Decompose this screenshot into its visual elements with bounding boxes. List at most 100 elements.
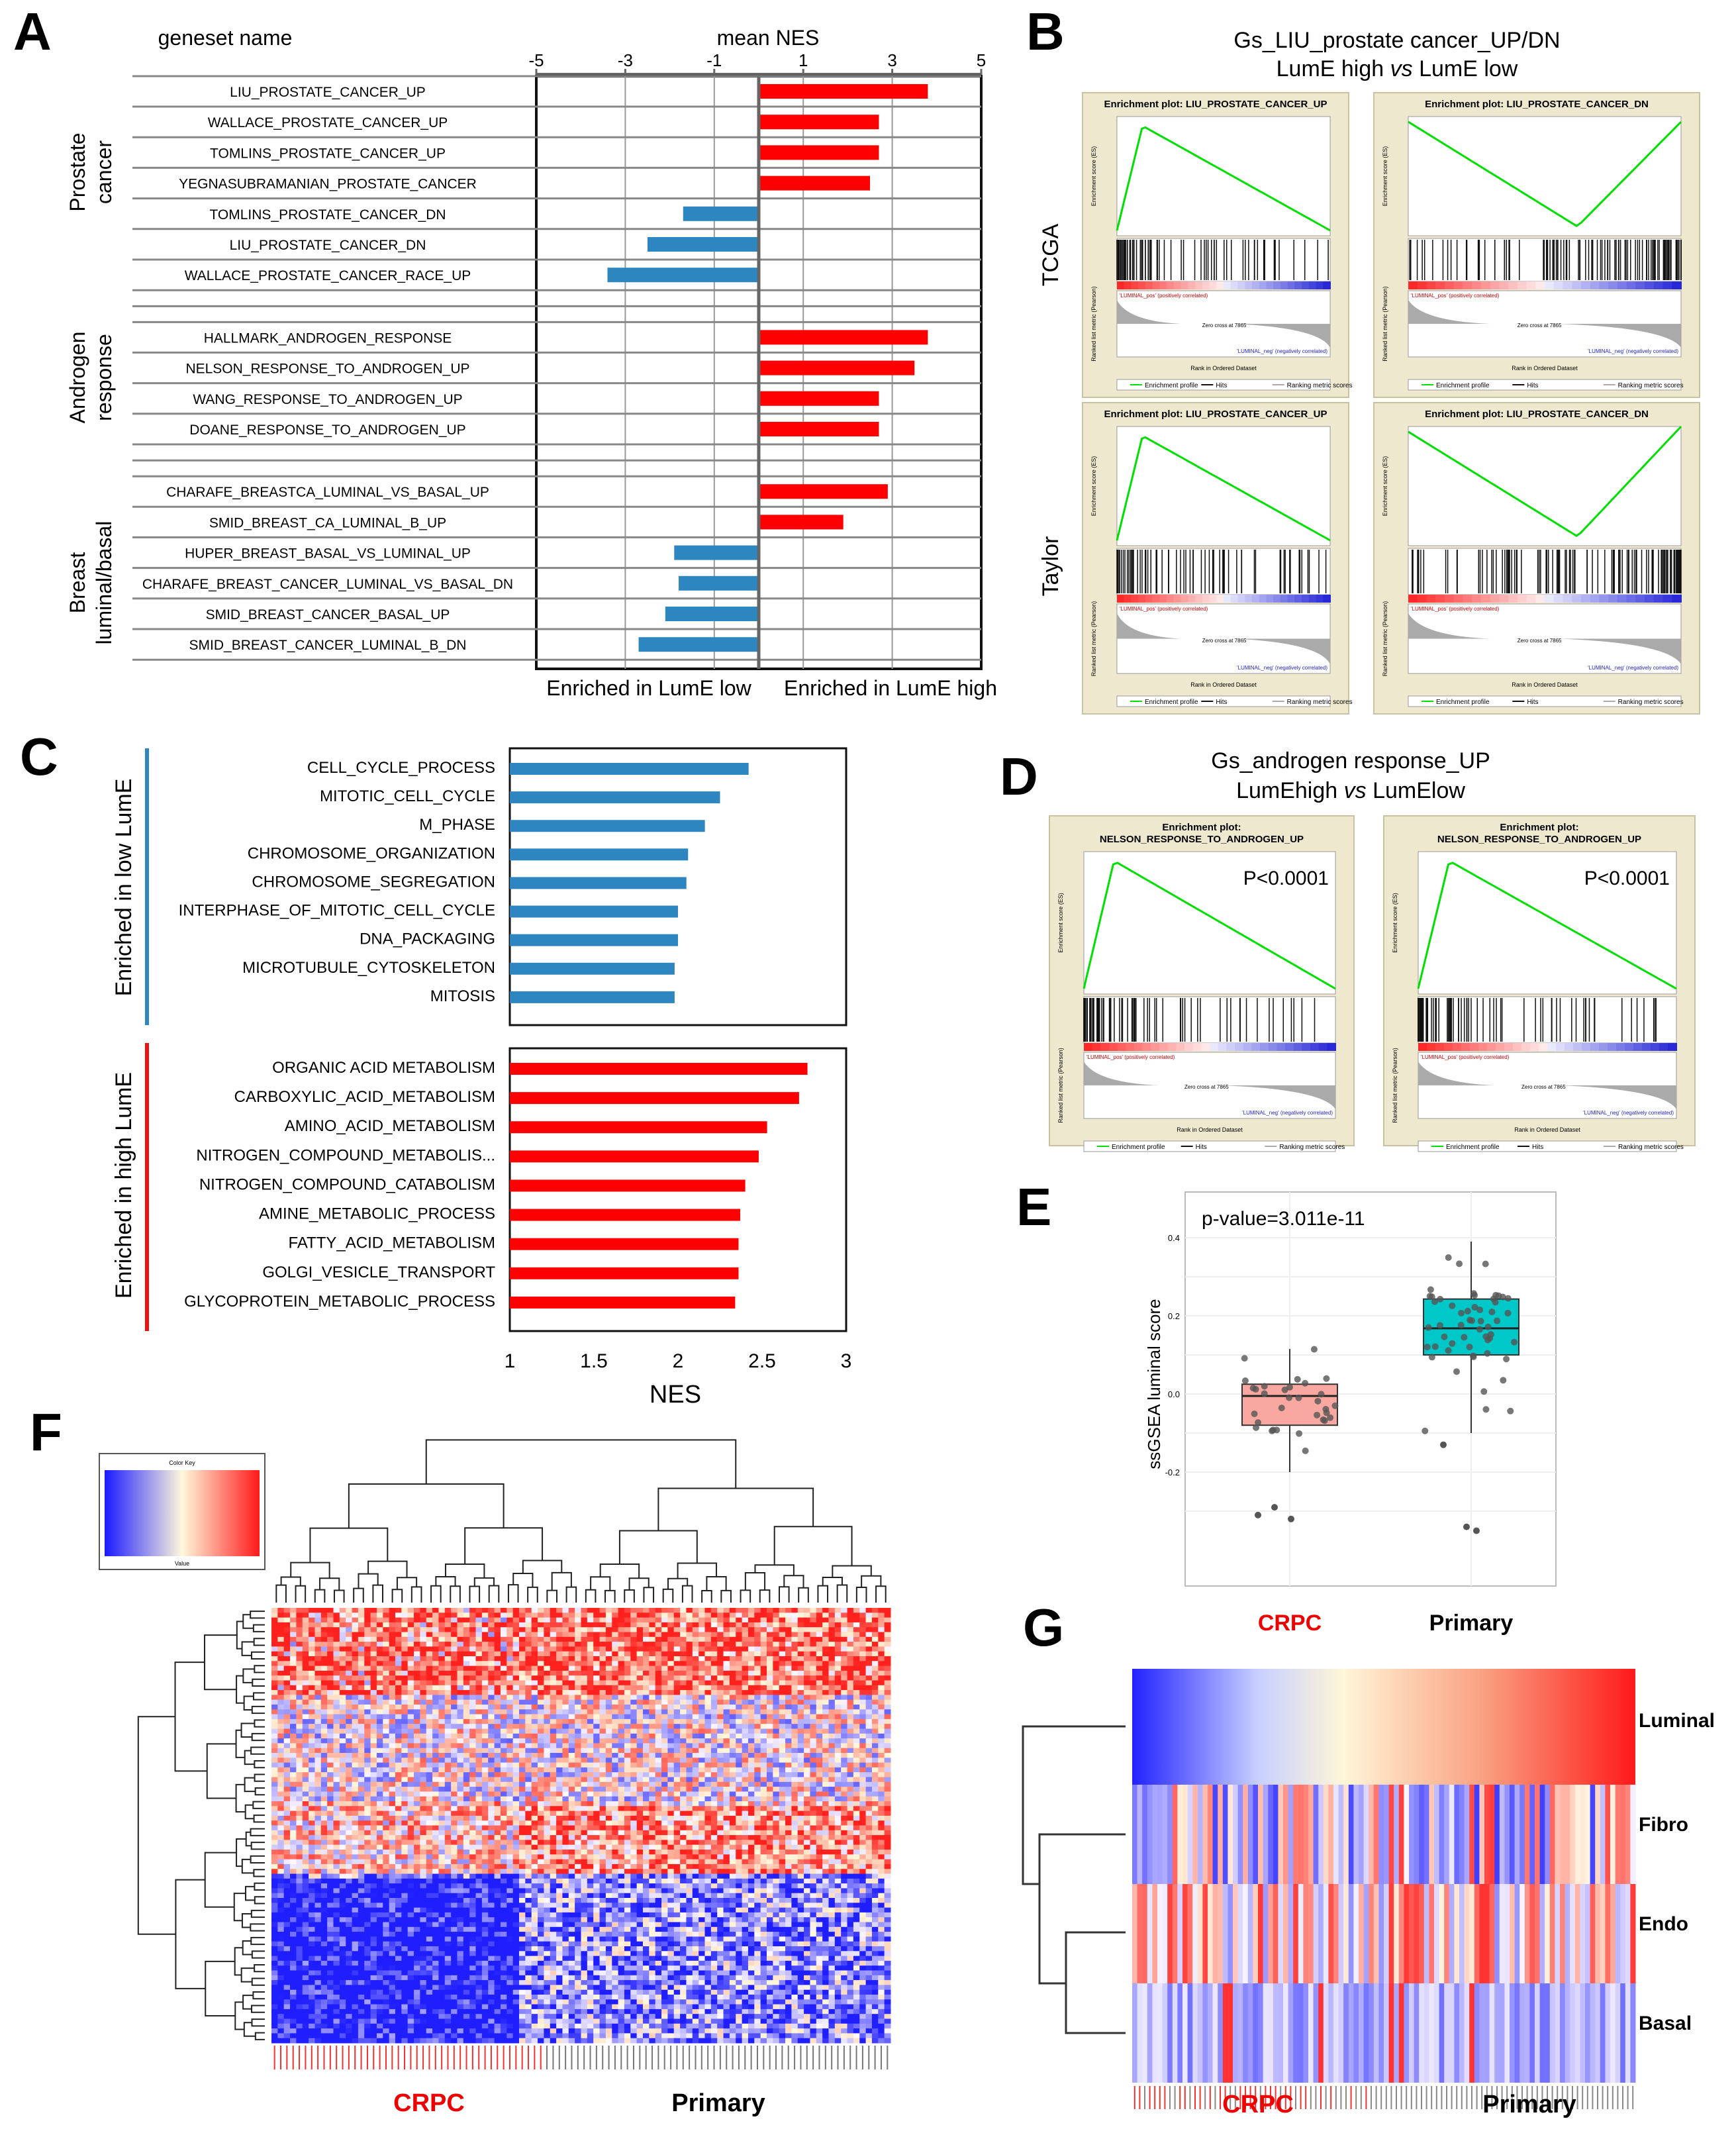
c-bar — [510, 791, 720, 804]
f-heatmap-cell — [556, 1733, 563, 1739]
f-heatmap-cell — [754, 1718, 761, 1724]
f-heatmap-cell — [506, 1781, 514, 1787]
f-heatmap-cell — [630, 1743, 638, 1749]
gsea-colorbar-segment — [1260, 1043, 1269, 1051]
f-heatmap-cell — [444, 1743, 452, 1749]
f-heatmap-cell — [729, 1699, 736, 1705]
c-category-label: AMINE_METABOLIC_PROCESS — [259, 1205, 495, 1223]
f-heatmap-cell — [562, 1705, 569, 1710]
f-heatmap-cell — [414, 1636, 420, 1642]
f-heatmap-cell — [538, 1622, 544, 1628]
f-heatmap-cell — [884, 1781, 891, 1787]
f-heatmap-cell — [612, 1670, 619, 1676]
f-heatmap-cell — [426, 1738, 433, 1744]
f-heatmap-cell — [320, 1661, 328, 1667]
f-heatmap-cell — [531, 1613, 538, 1618]
f-column-dendrogram — [740, 1589, 751, 1603]
f-heatmap-cell — [352, 1685, 359, 1691]
f-heatmap-cell — [878, 1762, 885, 1768]
f-heatmap-cell — [822, 1714, 829, 1720]
f-heatmap-cell — [605, 1758, 612, 1763]
f-heatmap-cell — [488, 1743, 495, 1749]
f-heatmap-cell — [438, 1627, 446, 1632]
f-heatmap-cell — [383, 1753, 390, 1758]
f-heatmap-cell — [320, 1617, 328, 1623]
f-heatmap-cell — [339, 1777, 346, 1783]
f-heatmap-cell — [686, 1636, 693, 1642]
f-heatmap-cell — [352, 1772, 359, 1777]
f-heatmap-cell — [599, 1651, 606, 1657]
f-heatmap-cell — [488, 1608, 495, 1613]
f-heatmap-cell — [457, 1758, 464, 1763]
f-heatmap-cell — [704, 1733, 712, 1739]
f-heatmap-cell — [605, 1670, 612, 1676]
f-heatmap-cell — [562, 1777, 569, 1783]
f-heatmap-cell — [314, 1690, 322, 1695]
f-heatmap-cell — [686, 1685, 693, 1691]
gsea-colorbar-segment — [1287, 595, 1296, 603]
f-heatmap-cell — [680, 1695, 687, 1701]
f-heatmap-cell — [667, 1670, 675, 1676]
f-heatmap-cell — [314, 1685, 322, 1691]
f-heatmap-cell — [383, 1767, 390, 1773]
f-heatmap-cell — [736, 1787, 743, 1792]
f-heatmap-cell — [791, 1772, 798, 1777]
f-heatmap-cell — [438, 1665, 446, 1671]
f-heatmap-cell — [581, 1613, 588, 1618]
f-row-dendrogram — [252, 1678, 265, 1687]
gsea-colorbar-segment — [1226, 1043, 1235, 1051]
e-point — [1302, 1447, 1309, 1454]
f-heatmap-cell — [469, 1699, 477, 1705]
f-heatmap-cell — [339, 1646, 346, 1652]
f-heatmap-cell — [277, 1753, 285, 1758]
f-heatmap-cell — [704, 1613, 712, 1618]
f-heatmap-cell — [333, 1613, 340, 1618]
f-heatmap-cell — [853, 1714, 860, 1720]
f-heatmap-cell — [630, 1772, 638, 1777]
f-heatmap-cell — [488, 1613, 495, 1618]
f-heatmap-cell — [302, 1622, 309, 1628]
f-heatmap-cell — [556, 1656, 563, 1662]
f-column-dendrogram — [744, 1572, 766, 1591]
f-heatmap-cell — [383, 1627, 390, 1632]
f-heatmap-cell — [277, 1714, 285, 1720]
f-heatmap-cell — [538, 1767, 544, 1773]
gsea-colorbar-segment — [1599, 1043, 1608, 1051]
f-heatmap-cell — [636, 1675, 644, 1681]
f-heatmap-cell — [797, 1642, 804, 1647]
f-heatmap-cell — [847, 1748, 854, 1754]
f-heatmap-cell — [686, 1622, 693, 1628]
f-heatmap-cell — [290, 1613, 297, 1618]
f-heatmap-cell — [754, 1767, 761, 1773]
panel-letter-b: B — [1026, 2, 1065, 61]
f-heatmap-cell — [475, 1613, 483, 1618]
f-heatmap-cell — [383, 1670, 390, 1676]
f-heatmap-cell — [581, 1772, 588, 1777]
f-heatmap-cell — [309, 1636, 315, 1642]
f-heatmap-cell — [519, 1753, 526, 1758]
f-heatmap-cell — [296, 1613, 303, 1618]
f-heatmap-cell — [531, 1632, 538, 1638]
f-heatmap-cell — [432, 1608, 439, 1613]
f-heatmap-cell — [624, 1748, 631, 1754]
f-heatmap-cell — [686, 1758, 693, 1763]
f-heatmap-cell — [339, 1738, 346, 1744]
f-heatmap-cell — [747, 1690, 755, 1695]
f-heatmap-cell — [407, 1627, 414, 1632]
f-heatmap-cell — [358, 1632, 365, 1638]
f-heatmap-cell — [630, 1651, 638, 1657]
f-column-dendrogram — [720, 1589, 732, 1603]
f-heatmap-cell — [785, 1695, 792, 1701]
f-heatmap-cell — [680, 1680, 687, 1686]
f-heatmap-cell — [822, 1646, 829, 1652]
f-heatmap-cell — [370, 1699, 377, 1705]
f-heatmap-cell — [370, 1714, 377, 1720]
f-heatmap-cell — [729, 1724, 736, 1729]
gsea-plot-title: Enrichment plot: — [1500, 822, 1578, 833]
f-heatmap-cell — [538, 1661, 544, 1667]
f-heatmap-cell — [859, 1613, 867, 1618]
f-heatmap-cell — [538, 1758, 544, 1763]
f-heatmap-cell — [853, 1724, 860, 1729]
f-heatmap-cell — [426, 1709, 433, 1715]
f-heatmap-cell — [754, 1699, 761, 1705]
